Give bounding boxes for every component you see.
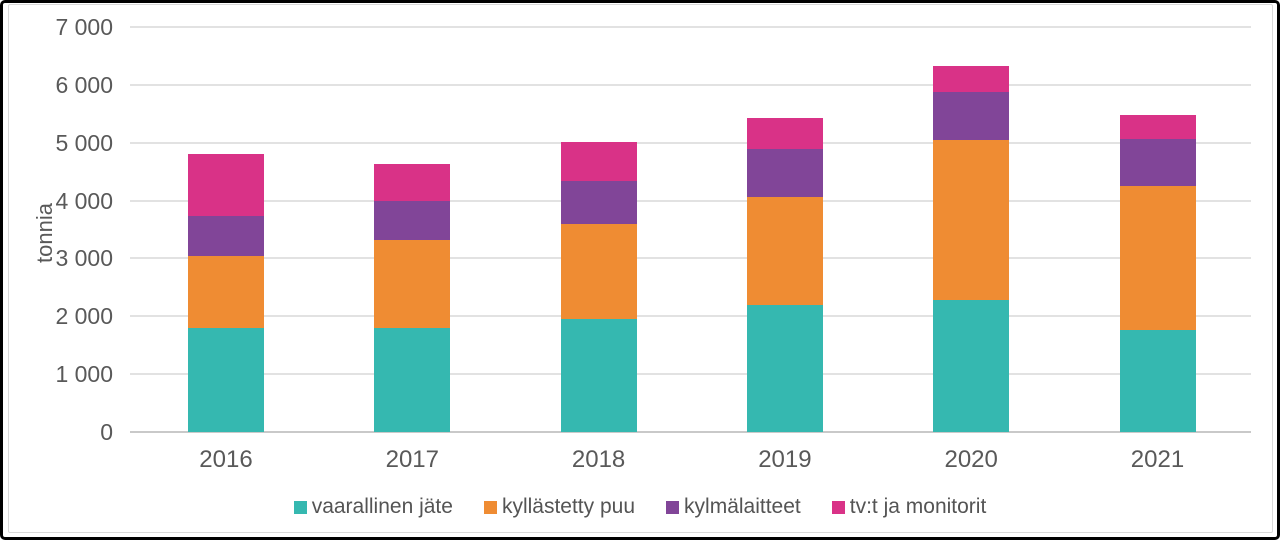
legend-item: vaarallinen jäte [293,495,453,519]
bar-segment-kyll-stetty-puu [1119,185,1196,330]
bar-segment-tv-t-ja-monitorit [933,65,1010,92]
legend-item: kyllästetty puu [483,495,636,519]
gridline [130,141,1251,144]
bar-segment-vaarallinen-j-te [933,300,1010,432]
bar-segment-tv-t-ja-monitorit [188,154,264,217]
bar-segment-kyll-stetty-puu [560,223,637,319]
bar-segment-kylm-laitteet [933,91,1010,140]
x-tick-label: 2017 [385,446,439,473]
legend: vaarallinen jäte kyllästetty puu kylmälait… [3,495,1277,519]
bar-segment-kylm-laitteet [746,148,823,198]
legend-label: vaarallinen jäte [311,495,453,518]
bar-segment-vaarallinen-j-te [1119,329,1196,432]
x-tick-label: 2021 [1130,446,1185,473]
bar-segment-kyll-stetty-puu [746,197,823,306]
y-tick-label: 5 000 [55,129,113,156]
y-tick-label: 6 000 [55,71,113,98]
gridline [130,83,1251,86]
bar-2019 [746,117,823,432]
bar-segment-kyll-stetty-puu [374,240,451,328]
legend-swatch-icon [831,500,845,514]
y-tick-label: 4 000 [55,187,113,214]
y-tick-label: 0 [100,419,113,445]
y-tick-label: 7 000 [55,14,113,40]
x-tick-label: 2018 [571,446,626,473]
x-tick-label: 2020 [944,446,998,473]
gridline [130,199,1251,202]
x-axis-line [130,431,1251,433]
bar-2020 [933,65,1010,432]
gridline [130,373,1251,376]
bar-2017 [374,163,451,432]
gridline [130,26,1251,28]
bar-segment-tv-t-ja-monitorit [746,117,823,149]
legend-label: kylmälaitteet [684,495,801,518]
gridline [130,257,1251,260]
bar-segment-tv-t-ja-monitorit [374,163,451,201]
legend-swatch-icon [483,500,497,514]
bar-segment-kyll-stetty-puu [188,255,264,328]
bar-segment-vaarallinen-j-te [746,305,823,432]
bar-segment-vaarallinen-j-te [374,327,451,432]
bar-segment-kylm-laitteet [560,181,637,224]
legend-item: kylmälaitteet [666,495,801,519]
legend-label: kyllästetty puu [501,495,636,518]
bar-segment-vaarallinen-j-te [560,318,637,432]
bar-segment-kylm-laitteet [374,200,451,241]
bar-segment-kylm-laitteet [1119,139,1196,186]
bar-2021 [1119,114,1196,432]
legend-swatch-icon [666,500,680,514]
bar-segment-tv-t-ja-monitorit [560,142,637,182]
bar-segment-kyll-stetty-puu [933,139,1010,301]
bar-2018 [560,142,637,432]
x-tick-label: 2016 [199,446,253,473]
y-tick-label: 1 000 [55,361,113,388]
bar-segment-vaarallinen-j-te [188,327,264,432]
gridline [130,315,1251,318]
bar-segment-tv-t-ja-monitorit [1119,114,1196,140]
x-tick-label: 2019 [758,446,812,473]
y-tick-label: 3 000 [55,245,113,272]
bar-2016 [188,154,264,432]
legend-label: tv:t ja monitorit [849,495,987,518]
legend-swatch-icon [293,500,307,514]
y-tick-label: 2 000 [55,303,113,330]
bar-segment-kylm-laitteet [188,216,264,256]
legend-item: tv:t ja monitorit [831,495,987,519]
